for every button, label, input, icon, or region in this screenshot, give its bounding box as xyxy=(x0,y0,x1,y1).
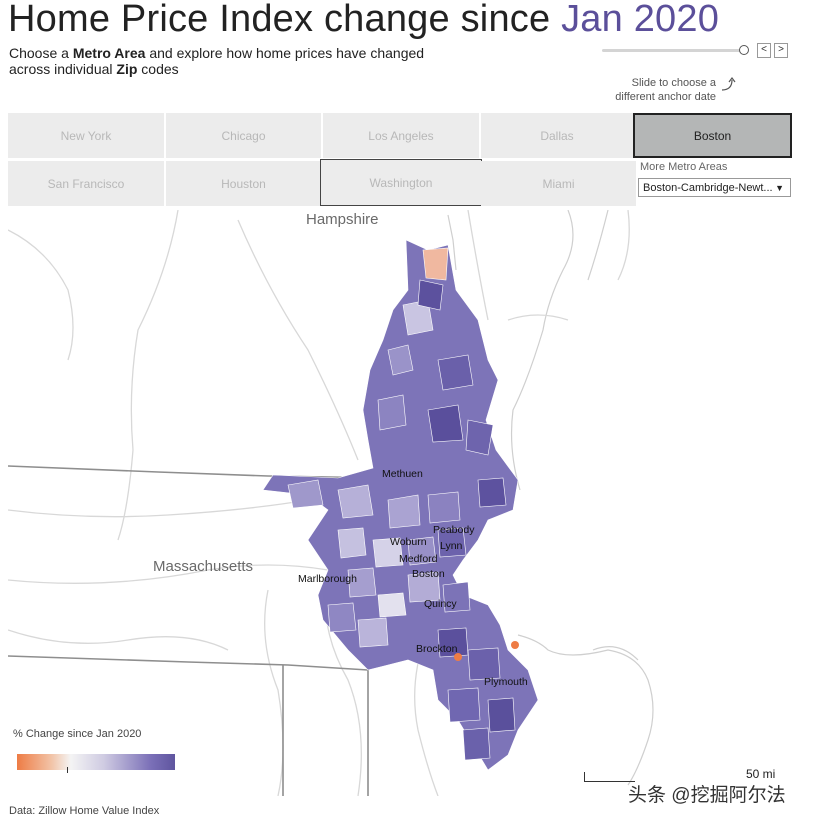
map-label-massachusetts: Massachusetts xyxy=(153,558,253,575)
subtitle-bold-metro: Metro Area xyxy=(72,45,146,61)
metro-button-san-francisco[interactable]: San Francisco xyxy=(8,161,164,206)
chevron-down-icon: ▼ xyxy=(775,183,784,193)
map-label-brockton: Brockton xyxy=(416,643,458,655)
metro-button-los-angeles[interactable]: Los Angeles xyxy=(323,113,479,158)
map-label-lynn: Lynn xyxy=(440,540,463,552)
subtitle-text-3: codes xyxy=(137,61,179,77)
more-metro-areas-dropdown[interactable]: Boston-Cambridge-Newt... ▼ xyxy=(638,178,791,197)
title-prefix: Home Price Index change since xyxy=(8,0,551,40)
watermark: 头条 @挖掘阿尔法 xyxy=(628,785,786,806)
map-label-woburn: Woburn xyxy=(390,536,427,548)
map-label-methuen: Methuen xyxy=(382,468,423,480)
metro-button-chicago[interactable]: Chicago xyxy=(166,113,321,158)
more-metro-areas-label: More Metro Areas xyxy=(640,161,728,173)
slider-hint: Slide to choose a different anchor date xyxy=(615,77,716,103)
map-scale-bar xyxy=(584,772,635,782)
page-subtitle: Choose a Metro Area and explore how home… xyxy=(9,45,429,77)
metro-button-miami[interactable]: Miami xyxy=(481,161,636,206)
anchor-date-slider[interactable]: < > xyxy=(602,43,792,59)
title-anchor-date: Jan 2020 xyxy=(561,0,720,40)
subtitle-text-1: Choose a xyxy=(9,45,73,61)
map-label-quincy: Quincy xyxy=(424,598,457,610)
legend-color-scale xyxy=(17,754,175,770)
map-label-boston: Boston xyxy=(412,568,445,580)
metro-button-washington[interactable]: Washington xyxy=(320,159,482,206)
map-scale-label: 50 mi xyxy=(746,767,776,781)
dropdown-selected-value: Boston-Cambridge-Newt... xyxy=(643,182,773,194)
map-label-marlborough: Marlborough xyxy=(298,573,357,585)
slider-prev-button[interactable]: < xyxy=(757,43,771,58)
metro-button-boston[interactable]: Boston xyxy=(633,113,792,158)
map-label-medford: Medford xyxy=(399,553,438,565)
subtitle-bold-zip: Zip xyxy=(116,61,138,77)
legend-title: % Change since Jan 2020 xyxy=(13,728,142,740)
map-label-hampshire: Hampshire xyxy=(306,211,379,228)
data-source-note: Data: Zillow Home Value Index xyxy=(9,805,160,817)
metro-button-new-york[interactable]: New York xyxy=(8,113,164,158)
hint-arrow-icon xyxy=(721,77,736,91)
metro-button-houston[interactable]: Houston xyxy=(166,161,321,206)
subtitle-text-2: and explore how home prices have changed… xyxy=(9,45,425,77)
page-title: Home Price Index change since Jan 2020 xyxy=(8,0,719,41)
metro-button-dallas[interactable]: Dallas xyxy=(481,113,633,158)
map-label-peabody: Peabody xyxy=(433,524,475,536)
map-label-plymouth: Plymouth xyxy=(484,676,528,688)
slider-track[interactable] xyxy=(602,49,744,52)
slider-thumb[interactable] xyxy=(739,45,749,55)
legend-zero-tick xyxy=(67,767,68,773)
zip-marker-coastal[interactable] xyxy=(511,641,519,649)
metro-area-selector: New York Chicago Los Angeles Dallas Bost… xyxy=(8,113,794,206)
zip-code-map[interactable]: Hampshire Massachusetts Methuen Peabody … xyxy=(8,210,815,796)
zip-marker-brockton[interactable] xyxy=(454,653,462,661)
slider-next-button[interactable]: > xyxy=(774,43,788,58)
